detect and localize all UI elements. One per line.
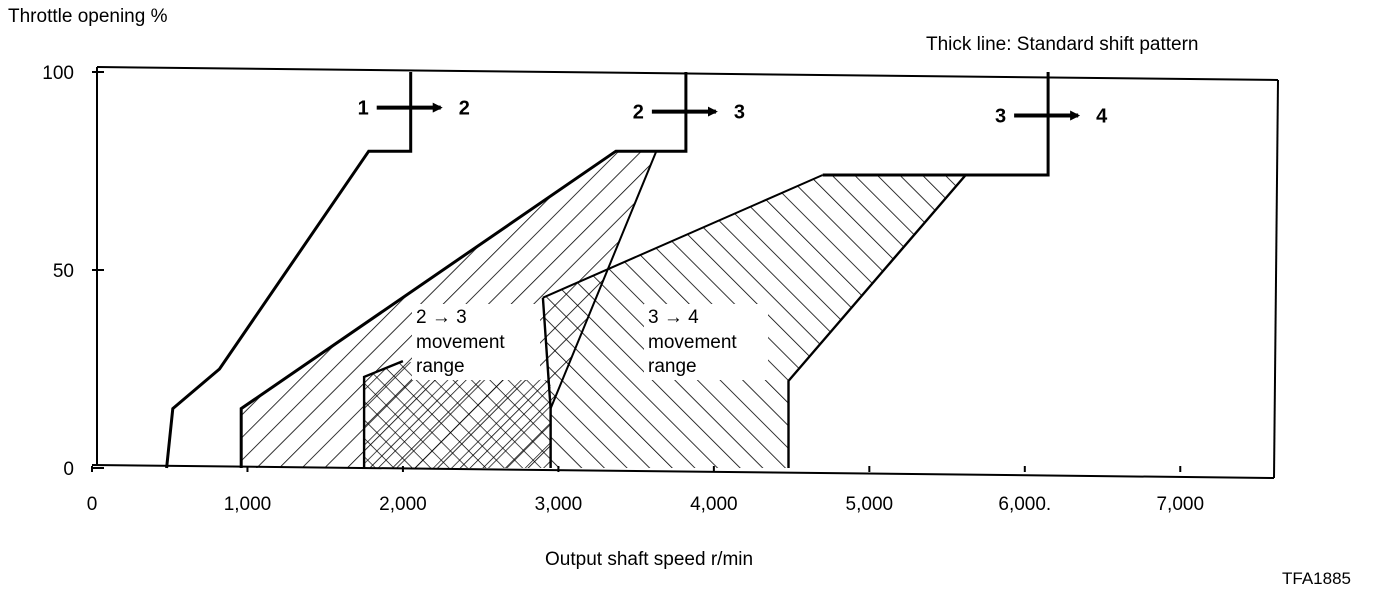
shift-line-2 <box>239 72 688 468</box>
shift-lines: 1 2 2 3 3 4 <box>165 72 1108 469</box>
standard-pattern-note: Thick line: Standard shift pattern <box>926 34 1198 55</box>
shift-label-from-3: 3 <box>995 106 1006 128</box>
x-tick-label-3: 3,000 <box>535 494 583 515</box>
region-label-2-3-line2: movement <box>416 332 505 353</box>
region-label-2-3-backdrop <box>412 304 540 380</box>
x-tick-label-0: 0 <box>87 494 98 515</box>
axis-ticks: 0 1,000 2,000 3,000 4,000 5,000 6,000. 7,000 0 50… <box>42 63 1204 515</box>
x-tick-label-4: 4,000 <box>690 494 738 515</box>
plot-frame <box>91 66 1279 479</box>
shift-label-to-2: 3 <box>734 102 745 124</box>
frame-top <box>96 66 1279 81</box>
shift-label-from-1: 1 <box>358 98 369 120</box>
figure-code: TFA1885 <box>1282 569 1351 588</box>
range-3-4-upper-edge <box>542 174 824 299</box>
y-tick-label-2: 100 <box>42 63 74 84</box>
y-tick-label-1: 50 <box>53 261 74 282</box>
range-3-4-left-edge <box>541 297 552 468</box>
region-label-3-4-line2: movement <box>648 332 737 353</box>
range-3-4-lower-edge <box>787 174 967 468</box>
region-label-2-3-line1: 2 → 3 <box>416 307 467 328</box>
x-tick-label-6: 6,000. <box>998 494 1051 515</box>
x-tick-label-5: 5,000 <box>846 494 894 515</box>
x-axis-title: Output shaft speed r/min <box>545 549 753 570</box>
region-label-3-4: 3 → 4 movement range <box>644 304 768 380</box>
region-2 <box>364 361 551 468</box>
shift-label-to-3: 4 <box>1096 106 1108 128</box>
frame-right <box>1273 79 1279 479</box>
y-axis-title: Throttle opening % <box>8 6 168 27</box>
region-label-2-3-line3: range <box>416 356 465 377</box>
range-2-3-lower-edge <box>362 359 404 468</box>
region-label-3-4-line1: 3 → 4 <box>648 307 699 328</box>
x-tick-label-1: 1,000 <box>224 494 272 515</box>
movement-range-regions <box>241 150 967 468</box>
x-tick-label-7: 7,000 <box>1156 494 1204 515</box>
x-axis <box>91 464 1275 479</box>
region-label-3-4-line3: range <box>648 356 697 377</box>
region-label-2-3: 2 → 3 movement range <box>412 304 540 380</box>
shift-line-3 <box>822 72 1050 177</box>
region-label-3-4-backdrop <box>644 304 768 380</box>
shift-label-to-1: 2 <box>459 98 470 120</box>
y-tick-label-0: 0 <box>63 459 74 480</box>
shift-line-1 <box>165 72 413 469</box>
x-tick-label-2: 2,000 <box>379 494 427 515</box>
shift-label-from-2: 2 <box>633 102 644 124</box>
